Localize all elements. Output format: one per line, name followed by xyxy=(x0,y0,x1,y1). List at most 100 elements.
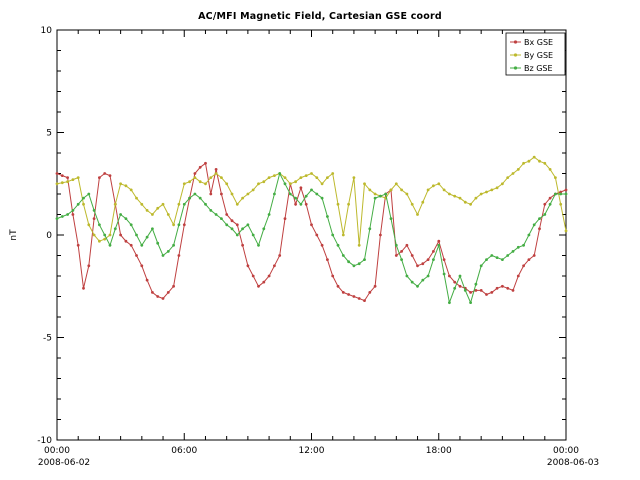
data-point-marker xyxy=(257,284,260,288)
data-point-marker xyxy=(516,245,520,249)
data-point-marker xyxy=(394,182,398,186)
data-point-marker xyxy=(363,258,366,261)
data-point-marker xyxy=(416,213,419,216)
data-point-marker xyxy=(294,202,297,206)
data-point-marker xyxy=(129,223,133,227)
data-point-marker xyxy=(320,196,324,200)
data-point-marker xyxy=(421,278,425,282)
data-point-marker xyxy=(193,176,197,180)
data-point-marker xyxy=(225,213,229,216)
data-point-marker xyxy=(251,233,255,237)
data-point-marker xyxy=(145,278,149,282)
data-point-marker xyxy=(166,213,170,216)
data-point-marker xyxy=(347,293,350,296)
y-axis-label: nT xyxy=(9,229,19,241)
data-point-marker xyxy=(363,299,366,302)
data-point-marker xyxy=(166,291,170,294)
data-point-marker xyxy=(363,182,366,186)
data-point-marker xyxy=(60,181,64,185)
data-point-marker xyxy=(230,227,234,231)
y-tick-label: 10 xyxy=(41,26,53,36)
data-point-marker xyxy=(543,202,547,206)
data-point-marker xyxy=(283,176,287,180)
data-point-marker xyxy=(384,192,388,196)
data-point-marker xyxy=(448,274,451,278)
data-point-marker xyxy=(490,291,494,294)
data-point-marker xyxy=(267,274,271,278)
data-point-marker xyxy=(108,174,112,178)
data-point-marker xyxy=(495,256,499,259)
data-point-marker xyxy=(193,172,197,175)
chart-title: AC/MFI Magnetic Field, Cartesian GSE coo… xyxy=(198,11,442,22)
data-point-marker xyxy=(474,196,478,200)
data-point-marker xyxy=(442,272,446,276)
data-point-marker xyxy=(66,180,69,184)
data-point-marker xyxy=(352,295,356,298)
data-point-marker xyxy=(209,176,213,180)
data-point-marker xyxy=(304,194,308,198)
data-point-marker xyxy=(92,217,96,221)
data-point-marker xyxy=(182,223,186,227)
data-point-marker xyxy=(479,192,483,196)
data-point-marker xyxy=(522,264,525,268)
data-point-marker xyxy=(373,192,377,196)
data-point-marker xyxy=(485,190,488,194)
data-point-marker xyxy=(209,209,213,212)
data-point-marker xyxy=(442,188,446,192)
data-point-marker xyxy=(543,213,547,216)
x-tick-label: 18:00 xyxy=(426,446,452,456)
data-point-marker xyxy=(288,182,292,186)
data-point-marker xyxy=(267,176,271,180)
data-point-marker xyxy=(347,202,350,206)
data-point-marker xyxy=(198,165,202,169)
data-point-marker xyxy=(389,188,393,192)
data-point-marker xyxy=(416,264,419,268)
data-point-marker xyxy=(87,192,91,196)
data-point-marker xyxy=(241,227,245,231)
data-point-marker xyxy=(559,192,563,196)
data-point-marker xyxy=(336,284,340,288)
data-point-marker xyxy=(193,192,197,196)
data-point-marker xyxy=(278,254,282,257)
data-point-marker xyxy=(299,186,303,190)
data-point-marker xyxy=(71,213,75,216)
data-point-marker xyxy=(564,229,568,233)
data-point-marker xyxy=(532,155,536,159)
data-point-marker xyxy=(98,176,101,180)
data-point-marker xyxy=(432,184,435,188)
data-point-marker xyxy=(379,194,382,198)
data-point-marker xyxy=(172,284,176,288)
x-date-start: 2008-06-02 xyxy=(38,458,90,468)
data-point-marker xyxy=(60,174,64,178)
data-point-marker xyxy=(331,274,335,278)
data-point-marker xyxy=(262,280,266,284)
data-point-marker xyxy=(166,250,170,253)
data-point-marker xyxy=(98,239,101,243)
y-tick-label: 5 xyxy=(46,129,52,139)
x-tick-label: 06:00 xyxy=(171,446,197,456)
series-line xyxy=(56,156,567,246)
data-point-marker xyxy=(108,233,112,237)
data-point-marker xyxy=(55,172,59,175)
data-point-marker xyxy=(479,289,483,292)
data-point-marker xyxy=(474,289,478,292)
legend-label: By GSE xyxy=(524,51,553,60)
data-point-marker xyxy=(347,260,350,264)
data-point-marker xyxy=(437,182,441,186)
data-point-marker xyxy=(511,289,515,292)
data-point-marker xyxy=(448,301,451,304)
data-point-marker xyxy=(421,262,425,266)
data-point-marker xyxy=(235,223,239,227)
data-point-marker xyxy=(315,233,319,237)
data-point-marker xyxy=(177,223,181,227)
data-point-marker xyxy=(182,202,186,206)
data-point-marker xyxy=(469,291,472,294)
data-point-marker xyxy=(71,209,75,212)
data-point-marker xyxy=(527,233,531,237)
data-point-marker xyxy=(156,295,160,298)
data-point-marker xyxy=(394,243,398,247)
data-point-marker xyxy=(140,264,144,268)
data-point-marker xyxy=(341,233,345,237)
data-point-marker xyxy=(458,274,462,278)
data-point-marker xyxy=(532,254,536,257)
